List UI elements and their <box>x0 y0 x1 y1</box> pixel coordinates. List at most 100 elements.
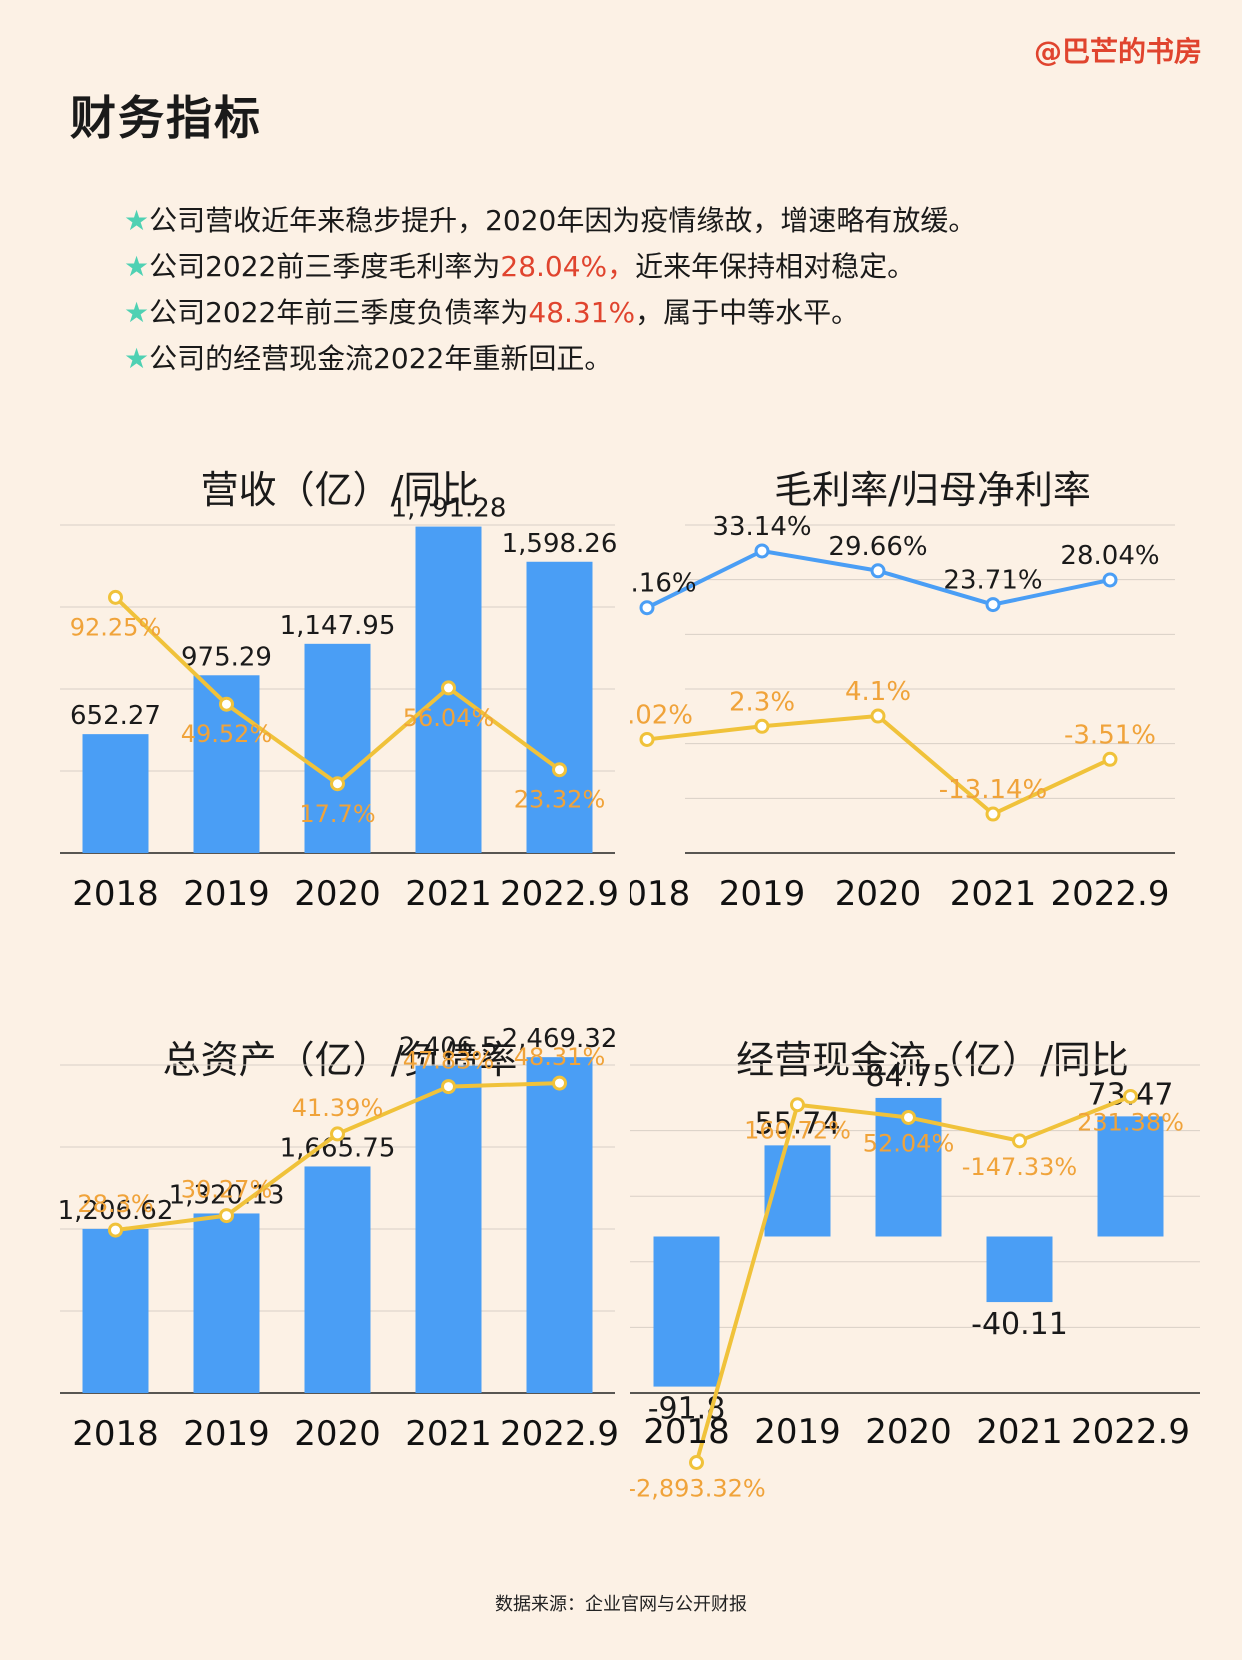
bar <box>764 1145 831 1237</box>
bar <box>653 1236 720 1387</box>
bullet-item: ★公司2022前三季度毛利率为28.04%，近来年保持相对稳定。 <box>124 244 976 290</box>
chart-title: 经营现金流（亿）/同比 <box>736 1038 1129 1082</box>
line-point <box>1102 572 1118 588</box>
x-tick-label: 2019 <box>719 874 806 914</box>
summary-bullets: ★公司营收近年来稳步提升，2020年因为疫情缘故，增速略有放缓。 ★公司2022… <box>124 198 976 382</box>
bullet-item: ★公司2022年前三季度负债率为48.31%，属于中等水平。 <box>124 290 976 336</box>
line-value-label: -0.02% <box>630 700 693 730</box>
star-icon: ★ <box>124 342 150 375</box>
line-value-label: 2.3% <box>729 687 795 717</box>
line-value-label: 52.04% <box>863 1129 955 1157</box>
revenue-chart-svg: 652.27 975.29 1,147.95 1,791.28 1,598.26 92.2… <box>60 494 619 914</box>
line-point <box>330 1126 345 1142</box>
x-tick-label: 2021 <box>405 1414 492 1454</box>
star-icon: ★ <box>124 296 150 329</box>
bar-value-label: 975.29 <box>181 642 272 672</box>
line-value-label: -2,893.32% <box>630 1475 766 1503</box>
line-point <box>689 1455 704 1471</box>
line-value-label: 48.31% <box>514 1043 606 1071</box>
x-tick-label: 2021 <box>976 1412 1063 1452</box>
line-point <box>441 1079 456 1095</box>
line-value-label: 23.32% <box>514 786 606 814</box>
line-point <box>1012 1133 1027 1149</box>
bar <box>304 643 371 853</box>
x-tick-label: 2021 <box>405 874 492 914</box>
x-tick-label: 2018 <box>72 874 159 914</box>
bar-value-label: 652.27 <box>70 701 161 731</box>
bar-value-label: 84.75 <box>866 1059 952 1094</box>
bullet-text-end: 近来年保持相对稳定。 <box>635 250 916 283</box>
line-value-label: 28.3% <box>77 1190 153 1218</box>
bullet-text: 公司2022前三季度毛利率为 <box>149 250 501 283</box>
line-point <box>108 589 123 605</box>
x-tick-label: 2019 <box>183 1414 270 1454</box>
line-point <box>1102 751 1118 767</box>
line-value-label: 92.25% <box>70 613 162 641</box>
line-point <box>219 1208 234 1224</box>
chart-assets: 总资产（亿）/负债率 1,206.62 1,320.13 1,665.75 2,406… <box>50 1025 630 1545</box>
line-point <box>441 680 456 696</box>
line-point <box>552 762 567 778</box>
x-tick-label: 2022.9 <box>1051 874 1170 914</box>
line-point <box>901 1109 916 1125</box>
x-tick-label: 2020 <box>865 1412 952 1452</box>
chart-cashflow: 经营现金流（亿）/同比 -91.855.7484.75-40.1173.47-2… <box>630 1025 1235 1545</box>
bullet-text: 公司2022年前三季度负债率为 <box>149 296 529 329</box>
star-icon: ★ <box>124 204 150 237</box>
line-value-label: 30.27% <box>181 1176 273 1204</box>
bullet-text-end: ，属于中等水平。 <box>635 296 860 329</box>
cashflow-chart-svg: -91.855.7484.75-40.1173.47-2,893.32%160.… <box>630 1059 1200 1503</box>
chart-title: 毛利率/归母净利率 <box>774 468 1091 512</box>
x-tick-label: 2022.9 <box>500 874 619 914</box>
line-value-label: 56.04% <box>403 704 495 732</box>
line-value-label: -13.14% <box>939 775 1048 805</box>
line-value-label: 160.72% <box>744 1117 851 1145</box>
x-tick-label: 2018 <box>643 1412 730 1452</box>
line-point <box>552 1075 567 1091</box>
brand-watermark: @巴芒的书房 <box>1033 35 1202 68</box>
line-point <box>985 597 1001 613</box>
x-tick-label: 2021 <box>950 874 1037 914</box>
assets-chart-svg: 1,206.621,320.131,665.752,406.5 2,469.322… <box>58 1025 619 1454</box>
line-point <box>639 731 655 747</box>
line-value-label: 17.7% <box>299 800 375 828</box>
bullet-text: 公司的经营现金流2022年重新回正。 <box>149 342 613 375</box>
x-tick-label: 2020 <box>835 874 922 914</box>
x-tick-label: 2019 <box>754 1412 841 1452</box>
chart-margin: 毛利率/归母净利率 23.16% 33.14% 29.66% 23.71% 28.04%… <box>630 455 1235 975</box>
line-point <box>639 600 655 616</box>
x-tick-label: 2020 <box>294 874 381 914</box>
line-point <box>870 708 886 724</box>
line-point <box>790 1097 805 1113</box>
page-title: 财务指标 <box>70 91 262 145</box>
line-value-label: 23.16% <box>630 569 697 599</box>
bullet-item: ★公司营收近年来稳步提升，2020年因为疫情缘故，增速略有放缓。 <box>124 198 976 244</box>
line-value-label: 23.71% <box>943 566 1042 596</box>
data-source-footer: 数据来源：企业官网与公开财报 <box>495 1594 747 1615</box>
x-tick-label: 2018 <box>630 874 690 914</box>
line-point <box>870 563 886 579</box>
bar <box>1097 1116 1164 1237</box>
bar <box>304 1166 371 1393</box>
bar-value-label: 1,147.95 <box>280 611 396 641</box>
bar-value-label: 1,791.28 <box>391 494 507 524</box>
bullet-item: ★公司的经营现金流2022年重新回正。 <box>124 336 976 382</box>
line-value-label: 28.04% <box>1060 541 1159 571</box>
line-point <box>330 776 345 792</box>
line-value-label: 231.38% <box>1077 1108 1184 1136</box>
bar <box>82 1228 149 1393</box>
line-value-label: -3.51% <box>1064 720 1156 750</box>
bar-value-label: 2,406.5 <box>399 1033 498 1063</box>
bar <box>82 734 149 853</box>
bar-value-label: 1,598.26 <box>502 529 618 559</box>
bar-value-label: -40.11 <box>971 1307 1068 1342</box>
bar <box>526 561 593 853</box>
line-point <box>754 543 770 559</box>
star-icon: ★ <box>124 250 150 283</box>
bar <box>193 1213 260 1393</box>
bullet-highlight: 28.04%， <box>500 250 636 283</box>
line-value-label: 29.66% <box>828 532 927 562</box>
line-point <box>754 718 770 734</box>
line-point <box>985 806 1001 822</box>
line-value-label: 4.1% <box>845 677 911 707</box>
